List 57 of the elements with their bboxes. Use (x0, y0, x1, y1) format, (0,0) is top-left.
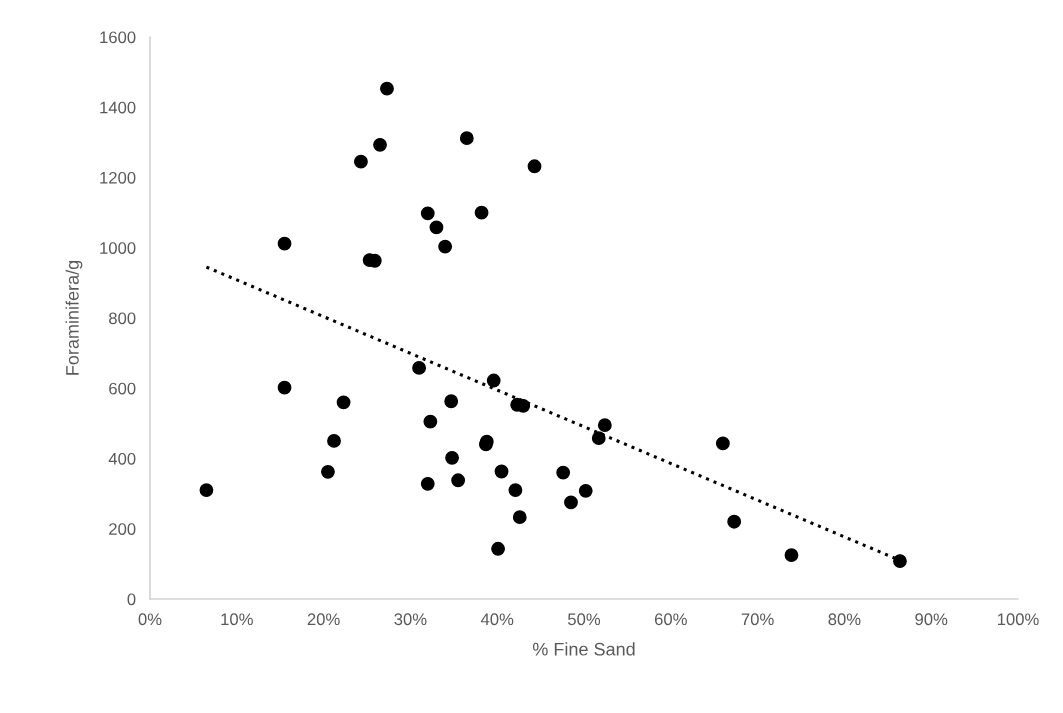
point (486, 373, 501, 388)
x-tick-label: 10% (221, 613, 253, 626)
y-tick-label: 800 (109, 312, 136, 325)
point (556, 465, 571, 480)
point (597, 418, 612, 433)
y-tick-label: 1600 (100, 31, 136, 44)
y-tick-label: 1200 (100, 171, 136, 184)
y-tick-label: 200 (109, 523, 136, 535)
point (727, 514, 742, 529)
y-tick-label: 1000 (100, 242, 136, 254)
point (527, 159, 542, 174)
point (459, 131, 474, 146)
x-tick-label: 100% (997, 613, 1039, 626)
point (438, 239, 453, 254)
point (354, 154, 368, 169)
point (512, 510, 527, 525)
point (564, 495, 578, 510)
point (199, 483, 214, 498)
x-tick-label: 60% (654, 613, 687, 626)
point (412, 360, 426, 375)
x-tick-label: 30% (394, 613, 427, 626)
point (591, 431, 606, 446)
point (715, 436, 730, 451)
point (277, 380, 292, 395)
point (451, 473, 466, 488)
x-tick-label: 20% (307, 613, 340, 626)
point (494, 464, 509, 479)
y-tick-label: 0 (127, 593, 136, 606)
point (444, 394, 459, 409)
y-tick-label: 400 (108, 452, 136, 465)
point (784, 548, 799, 563)
point (445, 450, 459, 465)
y-axis-title: Foraminifera/g (65, 260, 83, 375)
point (508, 483, 523, 498)
point (491, 541, 505, 556)
x-tick-label: 70% (741, 613, 774, 626)
point (420, 206, 435, 221)
x-tick-label: 80% (828, 613, 861, 626)
point (373, 137, 387, 152)
x-axis-title: % Fine Sand (532, 642, 635, 656)
point (474, 205, 489, 220)
point (420, 476, 435, 491)
x-tick-label: 0% (138, 613, 162, 626)
point (423, 414, 438, 429)
point (327, 434, 341, 448)
point (336, 395, 351, 410)
y-tick-label: 600 (109, 382, 136, 395)
point (893, 554, 907, 568)
point (380, 81, 394, 96)
x-tick-label: 90% (915, 613, 948, 626)
x-tick-label: 40% (480, 613, 514, 626)
point (429, 220, 444, 235)
point (277, 236, 292, 251)
point (578, 483, 593, 498)
x-tick-label: 50% (567, 613, 601, 626)
y-tick-label: 1400 (100, 101, 136, 114)
point (321, 464, 335, 479)
